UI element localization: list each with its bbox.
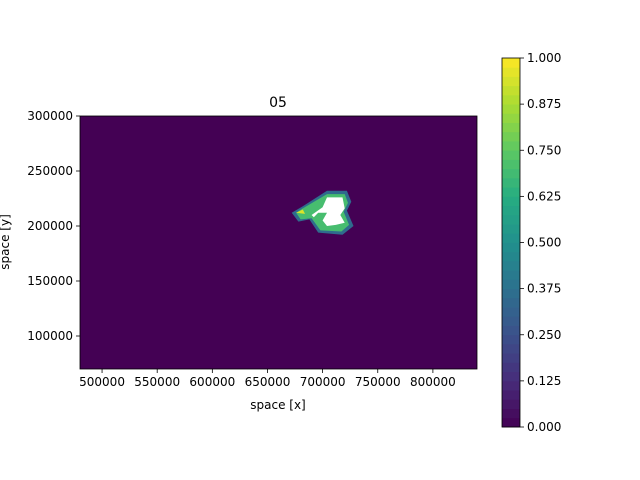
colorbar-band xyxy=(502,325,520,336)
heat-patch-3 xyxy=(311,197,345,226)
x-axis-ticks: 500000 550000 600000 650000 700000 750000 8000… xyxy=(79,369,456,389)
colorbar-band xyxy=(502,58,520,68)
colorbar-band xyxy=(502,168,520,179)
colorbar-band xyxy=(502,214,520,225)
colorbar-tick-label: 1.000 xyxy=(527,51,561,65)
y-tick-label: 100000 xyxy=(27,329,73,343)
y-axis-ticks: 100000 150000 200000 250000 300000 xyxy=(27,109,80,343)
colorbar-band xyxy=(502,288,520,299)
heat-patch-2 xyxy=(296,209,305,214)
x-tick-label: 550000 xyxy=(134,375,180,389)
colorbar-tick-label: 0.125 xyxy=(527,374,561,388)
colorbar-band xyxy=(502,85,520,96)
colorbar-band xyxy=(502,417,520,428)
colorbar-band xyxy=(502,242,520,253)
colorbar-band xyxy=(502,279,520,290)
colorbar-band xyxy=(502,196,520,207)
x-tick-label: 800000 xyxy=(410,375,456,389)
y-axis-label: space [y] xyxy=(0,214,12,269)
colorbar-band xyxy=(502,122,520,133)
colorbar-band xyxy=(502,205,520,216)
colorbar-band xyxy=(502,408,520,419)
colorbar-band xyxy=(502,316,520,326)
colorbar-band xyxy=(502,159,520,170)
colorbar-tick-label: 0.875 xyxy=(527,97,561,111)
colorbar-tick-label: 0.625 xyxy=(527,189,561,203)
colorbar-band xyxy=(502,371,520,382)
colorbar-band xyxy=(502,177,520,188)
colorbar-band xyxy=(502,343,520,354)
colorbar-band xyxy=(502,150,520,160)
colorbar-band xyxy=(502,94,520,105)
colorbar-band xyxy=(502,187,520,197)
colorbar: 0.000 0.125 0.250 0.375 0.500 0.625 0.750 0.875… xyxy=(501,51,561,434)
x-tick-label: 650000 xyxy=(245,375,291,389)
y-tick-label: 200000 xyxy=(27,219,73,233)
x-tick-label: 500000 xyxy=(79,375,125,389)
colorbar-bands xyxy=(502,58,520,428)
plot-frame xyxy=(79,115,478,370)
plot-area xyxy=(79,115,478,370)
colorbar-tick-label: 0.500 xyxy=(527,236,561,250)
colorbar-band xyxy=(502,113,520,123)
chart-title: 05 xyxy=(269,95,287,111)
colorbar-band xyxy=(502,260,520,271)
colorbar-band xyxy=(502,270,520,280)
patch-layer xyxy=(291,190,354,235)
colorbar-band xyxy=(502,76,520,87)
y-tick-label: 150000 xyxy=(27,274,73,288)
colorbar-band xyxy=(502,307,520,317)
colorbar-band xyxy=(502,390,520,400)
colorbar-band xyxy=(502,297,520,308)
colorbar-tick-label: 0.375 xyxy=(527,282,561,296)
colorbar-ticks: 0.000 0.125 0.250 0.375 0.500 0.625 0.750 0.875… xyxy=(520,51,561,434)
colorbar-band xyxy=(502,334,520,345)
colorbar-band xyxy=(502,141,520,151)
colorbar-band xyxy=(502,224,520,234)
colorbar-band xyxy=(502,251,520,262)
colorbar-band xyxy=(502,362,520,373)
x-tick-label: 600000 xyxy=(189,375,235,389)
colorbar-band xyxy=(502,67,520,77)
y-tick-label: 300000 xyxy=(27,109,73,123)
colorbar-tick-label: 0.750 xyxy=(527,143,561,157)
colorbar-band xyxy=(502,353,520,363)
x-axis-label: space [x] xyxy=(250,398,305,412)
colorbar-band xyxy=(502,104,520,114)
colorbar-tick-label: 0.250 xyxy=(527,328,561,342)
colorbar-band xyxy=(502,380,520,391)
colorbar-band xyxy=(502,131,520,142)
colorbar-band xyxy=(502,233,520,243)
colorbar-band xyxy=(502,399,520,409)
plot-background xyxy=(80,116,477,369)
x-tick-label: 700000 xyxy=(300,375,346,389)
y-tick-label: 250000 xyxy=(27,164,73,178)
colorbar-tick-label: 0.000 xyxy=(527,420,561,434)
x-tick-label: 750000 xyxy=(355,375,401,389)
